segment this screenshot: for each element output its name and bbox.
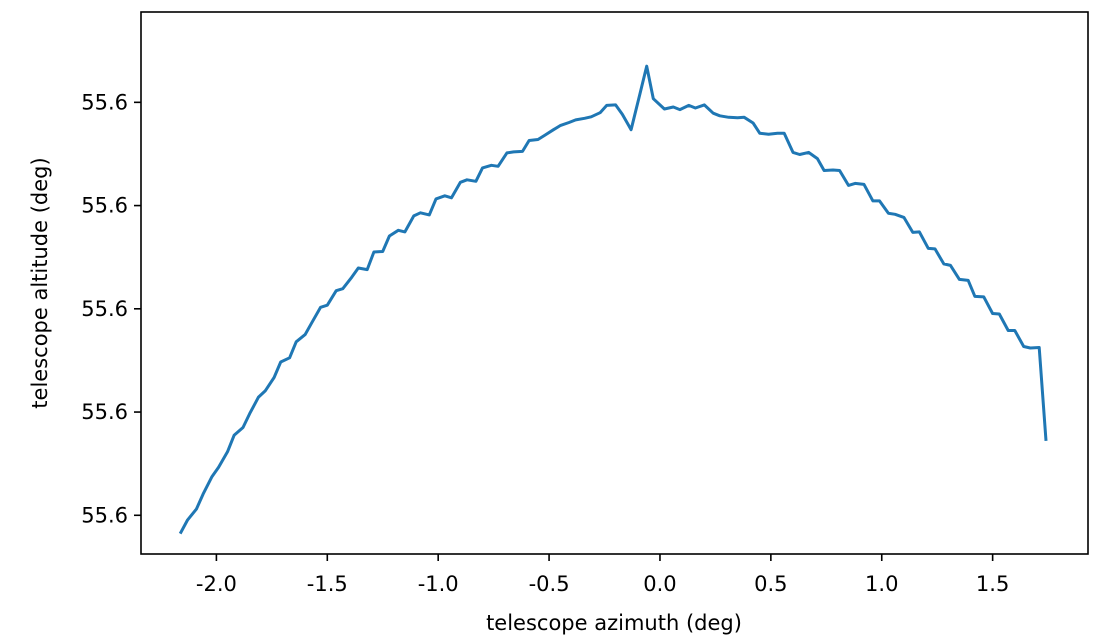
y-tick-label: 55.6 bbox=[81, 194, 128, 218]
series-line-1 bbox=[178, 64, 1048, 535]
x-tick-label: 1.5 bbox=[976, 572, 1009, 596]
x-tick-label: -1.5 bbox=[307, 572, 348, 596]
y-axis-label: telescope altitude (deg) bbox=[28, 157, 52, 408]
y-axis-ticks: 55.6 55.6 55.6 55.6 55.6 bbox=[81, 90, 141, 527]
x-tick-label: 0.0 bbox=[643, 572, 676, 596]
y-tick-label: 55.6 bbox=[81, 503, 128, 527]
x-axis-ticks: -2.0 -1.5 -1.0 -0.5 0.0 0.5 1.0 1.5 bbox=[196, 554, 1009, 596]
x-tick-label: -2.0 bbox=[196, 572, 237, 596]
x-axis-label: telescope azimuth (deg) bbox=[486, 611, 742, 635]
plot-frame bbox=[140, 11, 1089, 555]
y-tick-label: 55.6 bbox=[81, 90, 128, 114]
x-tick-label: 1.0 bbox=[865, 572, 898, 596]
x-tick-label: 0.5 bbox=[754, 572, 787, 596]
x-tick-label: -1.0 bbox=[418, 572, 459, 596]
x-tick-label: -0.5 bbox=[529, 572, 570, 596]
y-tick-label: 55.6 bbox=[81, 400, 128, 424]
plot-marks bbox=[178, 64, 1048, 535]
y-tick-label: 55.6 bbox=[81, 297, 128, 321]
